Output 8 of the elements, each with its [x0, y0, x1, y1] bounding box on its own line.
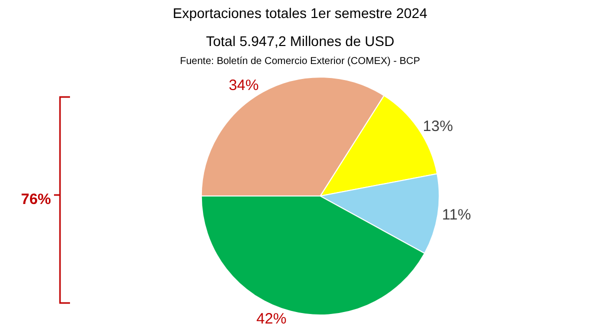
text: 76% — [21, 191, 52, 208]
chart-subtitle: Total 5.947,2 Millones de USD — [206, 33, 394, 49]
chart-title: Exportaciones totales 1er semestre 2024 — [172, 4, 428, 21]
source-note: Fuente: Boletín de Comercio Exterior (COMEX) - BCP — [180, 56, 420, 67]
data-label: 11% — [442, 206, 471, 224]
data-label: 13% — [422, 118, 453, 136]
data-label: 34% — [228, 76, 259, 94]
data-label: 42% — [256, 310, 286, 325]
